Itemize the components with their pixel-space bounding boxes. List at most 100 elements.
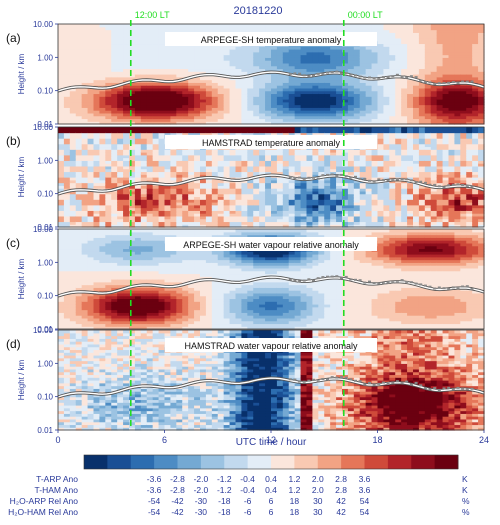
heat-cell [164,29,172,33]
heat-cell [205,165,213,170]
heat-cell [229,87,237,92]
heat-cell [265,82,272,86]
heat-cell [318,199,325,203]
heat-cell [312,163,319,167]
heat-cell [176,154,183,159]
heat-cell [146,210,154,214]
heat-cell [99,202,106,206]
heat-cell [247,29,254,33]
heat-cell [259,87,266,92]
heat-cell [235,85,243,89]
heat-cell [466,46,473,50]
heat-cell [134,29,142,33]
heat-cell [87,62,95,67]
heat-cell [129,143,136,148]
heat-cell [111,165,118,170]
heat-cell [401,160,408,164]
heat-cell [81,74,89,78]
heat-cell [300,71,308,75]
heat-cell [306,118,314,122]
heat-cell [129,207,136,211]
heat-cell [188,193,195,198]
heat-cell [134,54,142,58]
heat-cell [288,215,296,220]
heat-cell [407,24,414,28]
heat-cell [294,154,302,159]
heat-cell [259,152,266,156]
heat-cell [229,29,237,33]
heat-cell [205,152,213,156]
heat-cell [436,29,444,33]
heat-cell [460,96,467,100]
heat-cell [134,204,142,209]
heat-cell [152,43,160,47]
heat-cell [111,107,118,111]
heat-cell [300,79,308,83]
heat-cell [336,160,343,164]
heat-cell [371,101,379,106]
heat-cell [389,218,396,223]
heat-cell [478,90,485,95]
heat-cell [288,132,296,136]
heat-cell [460,60,467,64]
heat-cell [134,76,142,81]
heat-cell [134,152,142,156]
heat-cell [478,104,485,108]
heat-cell [294,115,302,120]
heat-cell [129,43,136,47]
heat-cell [407,40,414,45]
heat-cell [69,60,77,64]
heat-cell [347,179,355,184]
heat-cell [271,65,278,70]
heat-cell [276,60,284,64]
heat-cell [75,37,83,42]
heat-cell [129,179,136,184]
heat-cell [389,24,396,28]
heat-cell [265,160,272,164]
heat-cell [424,138,432,142]
heat-cell [253,204,260,209]
heat-cell [395,49,402,53]
heat-cell [117,132,124,136]
heat-cell [259,157,266,161]
heat-cell [247,199,254,203]
heat-cell [129,112,136,117]
heat-cell [134,24,142,28]
heat-cell [75,138,83,142]
heat-cell [105,165,112,170]
heat-cell [87,74,95,78]
heat-cell [69,185,77,189]
heat-cell [194,54,201,58]
heat-cell [93,65,101,70]
heat-cell [152,135,160,139]
heat-cell [377,224,385,228]
heat-cell [129,62,136,67]
heat-cell [158,149,166,153]
heat-cell [99,96,106,100]
heat-cell [448,74,456,78]
heat-cell [117,149,124,153]
heat-cell [58,32,65,36]
heat-cell [413,165,420,170]
heat-cell [265,76,272,81]
heat-cell [105,54,112,58]
heat-cell [205,115,213,120]
heat-cell [129,60,136,64]
heat-cell [407,202,414,206]
heat-cell [75,168,83,173]
heat-cell [430,71,438,75]
heat-cell [395,196,402,200]
heat-cell [146,127,154,131]
heat-cell [430,218,438,223]
heat-cell [182,182,189,186]
heat-cell [377,146,385,150]
heat-cell [176,218,183,223]
heat-cell [235,190,243,195]
heat-cell [105,174,112,178]
heat-cell [75,218,83,223]
heat-cell [134,154,142,159]
heat-cell [247,93,254,97]
heat-cell [430,99,438,103]
heat-cell [282,57,290,61]
heat-cell [330,104,337,108]
